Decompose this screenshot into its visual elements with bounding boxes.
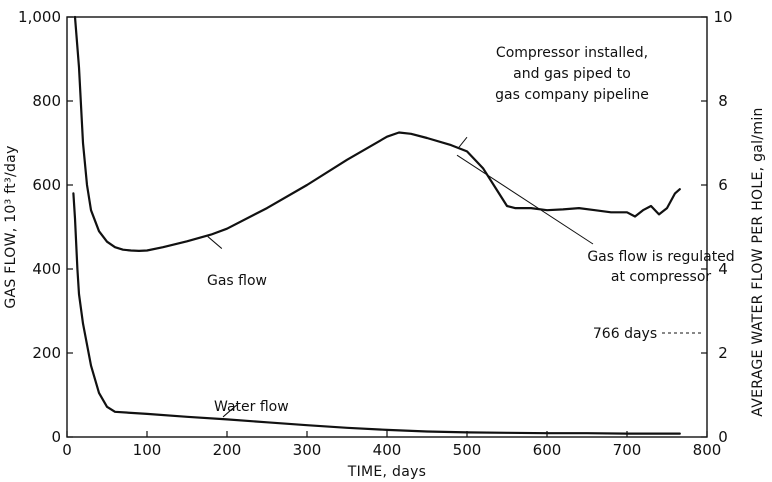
- y-tick-label: 200: [32, 344, 61, 362]
- ticks: 0 100 200 300 400 500 600 700 80002004006008001,…: [18, 8, 733, 459]
- compressor-note-line2: and gas piped to: [513, 66, 631, 82]
- x-tick-label: 100: [133, 441, 162, 459]
- gas-flow-label: Gas flow: [207, 273, 267, 289]
- y-tick-label: 400: [32, 260, 61, 278]
- compressor-note-line1: Compressor installed,: [496, 45, 648, 61]
- regulated-leader: [456, 154, 594, 245]
- x-axis-label: TIME, days: [347, 464, 427, 480]
- regulated-note-line1: Gas flow is regulated: [587, 249, 734, 265]
- gas-label-leader: [207, 236, 223, 249]
- annotations: Gas flow Water flow Compressor installed, a…: [207, 45, 735, 418]
- x-tick-label: 200: [213, 441, 242, 459]
- water-flow-label: Water flow: [214, 399, 289, 415]
- y-right-tick-label: 6: [718, 176, 728, 194]
- compressor-note-line3: gas company pipeline: [495, 87, 649, 103]
- y-right-tick-label: 2: [718, 344, 728, 362]
- x-tick-label: 600: [533, 441, 562, 459]
- water-flow-series-line: [72, 192, 681, 435]
- y-right-tick-label: 4: [718, 260, 728, 278]
- x-tick-label: 400: [373, 441, 402, 459]
- y-axis-label: GAS FLOW, 10³ ft³/day: [3, 145, 19, 308]
- gas-flow-series-line: [73, 15, 681, 252]
- x-tick-label: 500: [453, 441, 482, 459]
- x-tick-label: 300: [293, 441, 322, 459]
- y-right-tick-label: 8: [718, 92, 728, 110]
- x-tick-label: 800: [693, 441, 722, 459]
- x-tick-label: 0: [62, 441, 72, 459]
- y-right-tick-label: 0: [718, 428, 728, 446]
- series-lines: [72, 15, 681, 435]
- water-label-leader: [222, 403, 239, 418]
- y-tick-label: 1,000: [18, 8, 61, 26]
- y-right-axis-label: AVERAGE WATER FLOW PER HOLE, gal/min: [750, 107, 766, 416]
- y-tick-label: 600: [32, 176, 61, 194]
- regulated-note-line2: at compressor: [611, 269, 712, 285]
- x-tick-label: 700: [613, 441, 642, 459]
- days-marker-label: 766 days: [593, 326, 657, 342]
- y-right-tick-label: 10: [713, 8, 732, 26]
- y-tick-label: 0: [51, 428, 61, 446]
- compressor-leader: [458, 136, 468, 148]
- y-tick-label: 800: [32, 92, 61, 110]
